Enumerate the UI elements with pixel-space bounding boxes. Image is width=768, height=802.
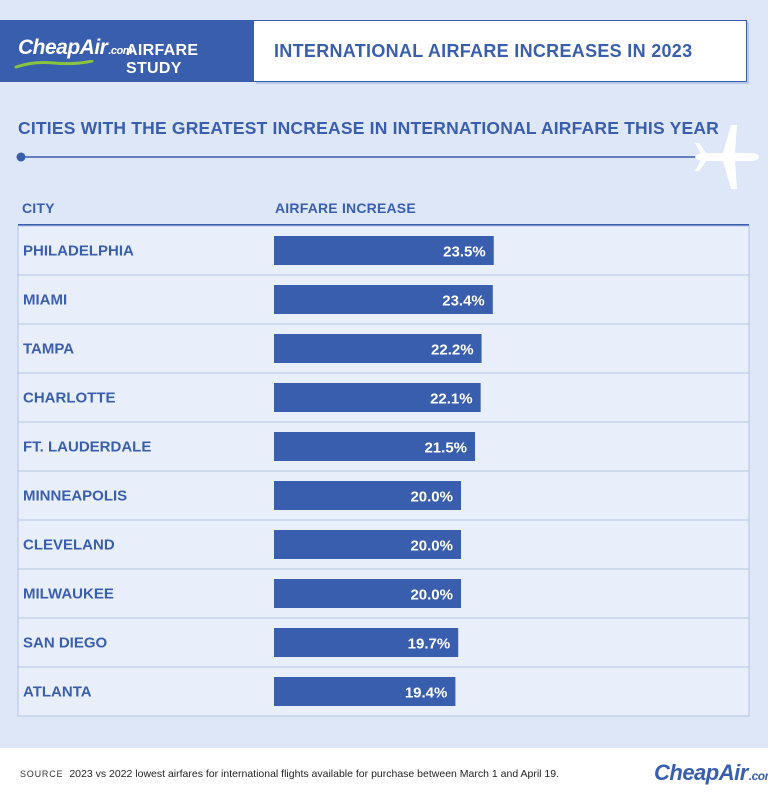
bar xyxy=(274,334,482,363)
value-label: 22.1% xyxy=(430,391,473,408)
column-header-city: CITY xyxy=(22,200,55,216)
logo-main-text: CheapAir xyxy=(18,36,108,59)
value-label: 23.4% xyxy=(442,293,485,310)
value-label: 20.0% xyxy=(410,538,453,555)
bar xyxy=(274,432,476,461)
chart-title: CITIES WITH THE GREATEST INCREASE IN INT… xyxy=(18,118,719,138)
footer-logo[interactable]: CheapAir.com xyxy=(654,760,768,786)
category-label: FT. LAUDERDALE xyxy=(23,439,151,456)
bar xyxy=(274,677,456,706)
value-label: 20.0% xyxy=(410,489,453,506)
title-box: INTERNATIONAL AIRFARE INCREASES IN 2023 xyxy=(254,20,747,82)
value-label: 19.4% xyxy=(405,685,448,702)
bar xyxy=(274,530,461,559)
logo-swoosh-icon xyxy=(14,60,94,69)
category-label: MILWAUKEE xyxy=(23,586,114,603)
category-label: MINNEAPOLIS xyxy=(23,488,127,505)
header-logo[interactable]: CheapAir .com xyxy=(18,36,133,60)
column-header-increase: AIRFARE INCREASE xyxy=(275,200,416,216)
value-label: 23.5% xyxy=(443,244,486,261)
category-label: ATLANTA xyxy=(23,684,92,701)
category-label: SAN DIEGO xyxy=(23,635,108,652)
route-decoration xyxy=(16,125,759,189)
bar xyxy=(274,236,494,265)
value-label: 22.2% xyxy=(431,342,474,359)
source-note: SOURCE 2023 vs 2022 lowest airfares for i… xyxy=(20,768,559,780)
category-label: TAMPA xyxy=(23,341,74,358)
category-label: MIAMI xyxy=(23,292,67,309)
bar xyxy=(274,628,459,657)
page-title: INTERNATIONAL AIRFARE INCREASES IN 2023 xyxy=(274,41,693,61)
value-label: 21.5% xyxy=(424,440,467,457)
study-label: AIRFARE STUDY xyxy=(126,42,199,77)
bar xyxy=(274,285,493,314)
value-label: 19.7% xyxy=(408,636,451,653)
footer-logo-suffix: .com xyxy=(748,769,768,783)
category-label: CLEVELAND xyxy=(23,537,115,554)
value-label: 20.0% xyxy=(410,587,453,604)
source-label: SOURCE xyxy=(20,769,64,779)
category-label: PHILADELPHIA xyxy=(23,243,134,260)
airplane-icon xyxy=(695,125,759,189)
logo-suffix-text: .com xyxy=(108,45,133,57)
footer: SOURCE 2023 vs 2022 lowest airfares for i… xyxy=(0,748,768,802)
brand-box: CheapAir .com AIRFARE STUDY xyxy=(0,20,254,82)
bar xyxy=(274,481,461,510)
bar xyxy=(274,383,481,412)
category-label: CHARLOTTE xyxy=(23,390,116,407)
footer-logo-main: CheapAir xyxy=(654,760,748,785)
bar xyxy=(274,579,461,608)
source-text: 2023 vs 2022 lowest airfares for interna… xyxy=(69,768,560,780)
table-header-rule xyxy=(18,224,749,226)
